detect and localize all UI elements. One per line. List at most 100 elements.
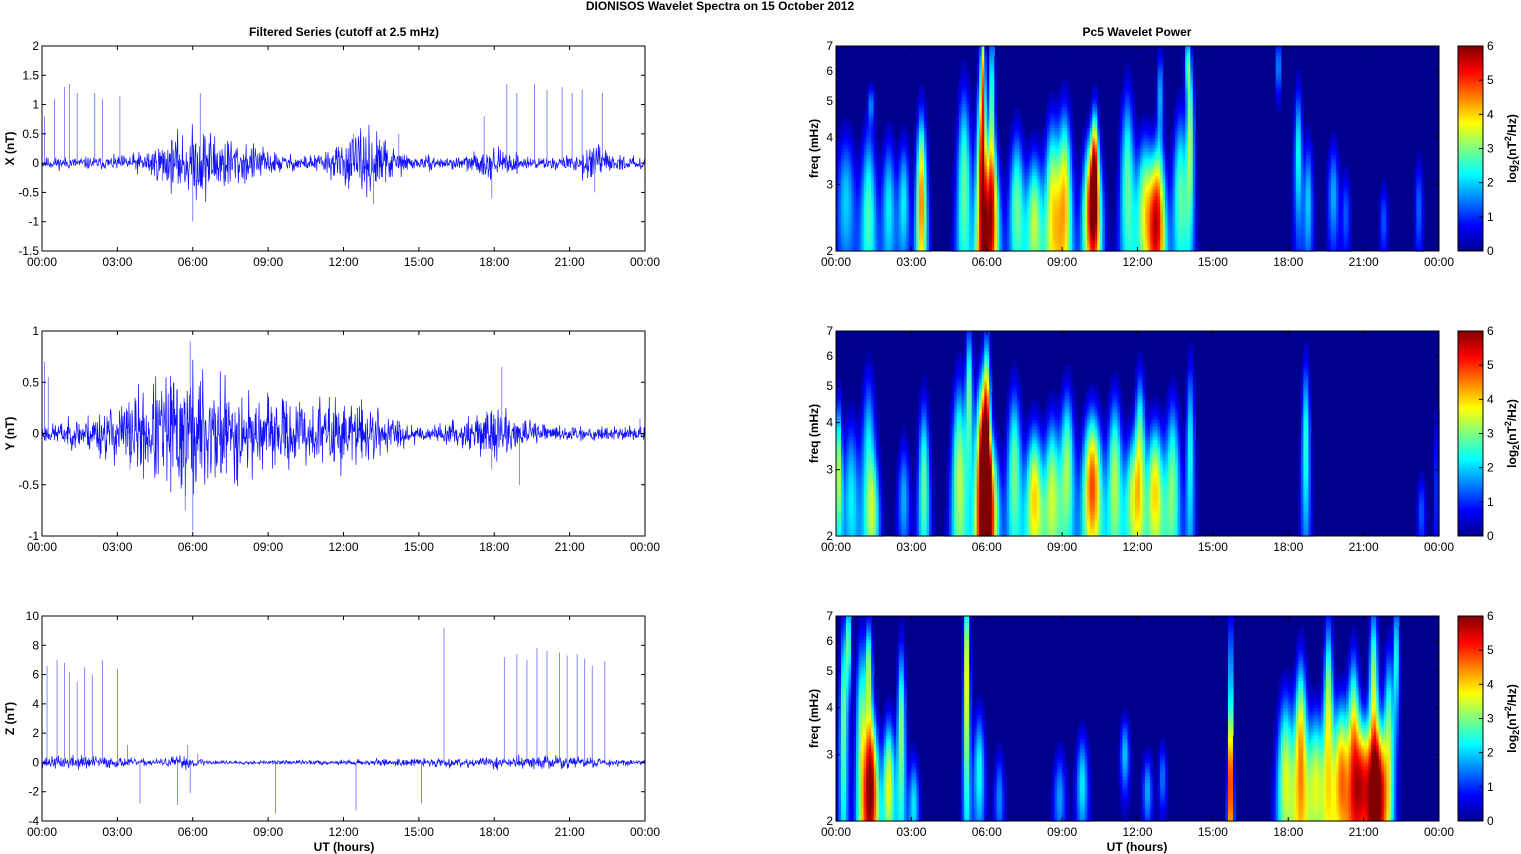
heatmap-cell xyxy=(961,97,965,102)
heatmap-cell xyxy=(1129,80,1134,85)
heatmap-cell xyxy=(1157,59,1161,64)
heatmap-cell xyxy=(926,169,930,174)
heatmap-cell xyxy=(991,93,995,98)
heatmap-cell xyxy=(1175,141,1179,146)
heatmap-cell xyxy=(1293,141,1297,146)
heatmap-cell xyxy=(923,107,928,112)
heatmap-cell xyxy=(1175,93,1179,98)
heatmap-cell xyxy=(1037,148,1041,153)
heatmap-cell xyxy=(1190,90,1194,95)
heatmap-cell xyxy=(1177,141,1181,146)
heatmap-cell xyxy=(1129,73,1134,78)
heatmap-cell xyxy=(1129,124,1134,129)
heatmap-cell xyxy=(1059,141,1063,146)
heatmap-cell xyxy=(1049,104,1053,109)
heatmap-cell xyxy=(1278,56,1282,61)
heatmap-cell xyxy=(1180,131,1184,136)
heatmap-cell xyxy=(1180,117,1184,122)
heatmap-cell xyxy=(1160,131,1164,136)
heatmap-cell xyxy=(989,145,993,150)
heatmap-cell xyxy=(1049,145,1053,150)
heatmap-cell xyxy=(1049,131,1053,136)
heatmap-cell xyxy=(1019,128,1023,133)
figure-suptitle: DIONISOS Wavelet Spectra on 15 October 2… xyxy=(586,0,855,13)
heatmap-cell xyxy=(1157,117,1161,122)
heatmap-cell xyxy=(1034,141,1038,146)
heatmap-cell xyxy=(1137,145,1141,150)
heatmap-cell xyxy=(1089,121,1093,126)
heatmap-cell xyxy=(1160,49,1164,54)
heatmap-cell xyxy=(1094,145,1098,150)
heatmap-cell xyxy=(1160,93,1164,98)
heatmap-cell xyxy=(1145,141,1149,146)
heatmap-cell xyxy=(1034,148,1038,153)
x-tick-label: 21:00 xyxy=(555,255,585,269)
heatmap-cell xyxy=(846,145,850,150)
heatmap-cell xyxy=(1187,134,1191,139)
heatmap-cell xyxy=(1182,148,1186,153)
heatmap-cell xyxy=(1026,141,1031,146)
heatmap-cell xyxy=(986,87,990,92)
heatmap-cell xyxy=(1182,90,1186,95)
heatmap-cell xyxy=(994,138,998,143)
heatmap-cell xyxy=(1295,124,1299,129)
heatmap-cell xyxy=(1187,63,1191,68)
heatmap-cell xyxy=(1170,148,1174,153)
heatmap-cell xyxy=(928,189,933,194)
heatmap-cell xyxy=(1067,97,1071,102)
heatmap-cell xyxy=(1031,134,1036,139)
heatmap-cell xyxy=(1097,104,1101,109)
heatmap-cell xyxy=(1330,145,1335,150)
heatmap-cell xyxy=(969,145,973,150)
heatmap-cell xyxy=(1132,114,1136,119)
heatmap-cell xyxy=(1293,107,1297,112)
heatmap-cell xyxy=(1328,145,1332,150)
heatmap-cell xyxy=(1127,97,1131,102)
heatmap-cell xyxy=(921,114,925,119)
heatmap-cell xyxy=(873,117,877,122)
heatmap-cell xyxy=(964,97,968,102)
heatmap-cell xyxy=(918,104,923,109)
heatmap-cell xyxy=(1019,138,1023,143)
heatmap-cell xyxy=(1275,59,1279,64)
heatmap-cell xyxy=(1185,59,1189,64)
heatmap-cell xyxy=(1190,80,1194,85)
heatmap-cell xyxy=(964,83,968,88)
heatmap-cell xyxy=(868,145,872,150)
heatmap-cell xyxy=(1155,114,1159,119)
heatmap-cell xyxy=(966,69,970,74)
heatmap-cell xyxy=(1082,128,1086,133)
heatmap-cell xyxy=(1089,128,1093,133)
heatmap-cell xyxy=(868,148,872,153)
heatmap-cell xyxy=(861,145,865,150)
heatmap-cell xyxy=(1042,145,1046,150)
heatmap-cell xyxy=(863,145,867,150)
heatmap-cell xyxy=(1124,73,1129,78)
heatmap-cell xyxy=(898,148,902,153)
heatmap-cell xyxy=(866,121,870,126)
heatmap-cell xyxy=(1155,93,1159,98)
x-tick-label: 03:00 xyxy=(102,825,132,839)
heatmap-cell xyxy=(959,114,963,119)
heatmap-cell xyxy=(916,100,920,105)
heatmap-cell xyxy=(994,80,998,85)
heatmap-cell xyxy=(959,110,963,115)
heatmap-cell xyxy=(891,145,895,150)
heatmap-cell xyxy=(1082,141,1086,146)
heatmap-cell xyxy=(1308,145,1312,150)
heatmap-cell xyxy=(1132,128,1136,133)
heatmap-cell xyxy=(1072,145,1076,150)
heatmap-cell xyxy=(1190,66,1194,71)
heatmap-cell xyxy=(961,104,965,109)
heatmap-cell xyxy=(1152,141,1156,146)
heatmap-cell xyxy=(918,121,923,126)
heatmap-cell xyxy=(1180,138,1184,143)
heatmap-cell xyxy=(976,117,980,122)
heatmap-cell xyxy=(1049,93,1053,98)
heatmap-cell xyxy=(1069,114,1073,119)
heatmap-cell xyxy=(989,90,993,95)
heatmap-cell xyxy=(984,69,988,74)
heatmap-cell xyxy=(1313,196,1317,201)
x-tick-label: 09:00 xyxy=(253,255,283,269)
heatmap-cell xyxy=(1160,107,1164,112)
